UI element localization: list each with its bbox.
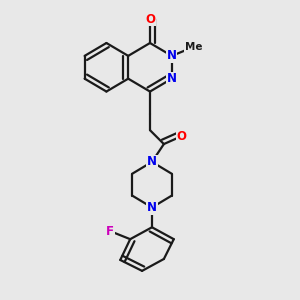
Text: N: N	[147, 155, 157, 168]
Text: Me: Me	[185, 42, 202, 52]
Text: N: N	[147, 201, 157, 214]
Text: O: O	[145, 13, 155, 26]
Text: N: N	[167, 50, 177, 62]
Text: N: N	[167, 72, 177, 85]
Text: F: F	[106, 225, 114, 238]
Text: O: O	[177, 130, 187, 142]
